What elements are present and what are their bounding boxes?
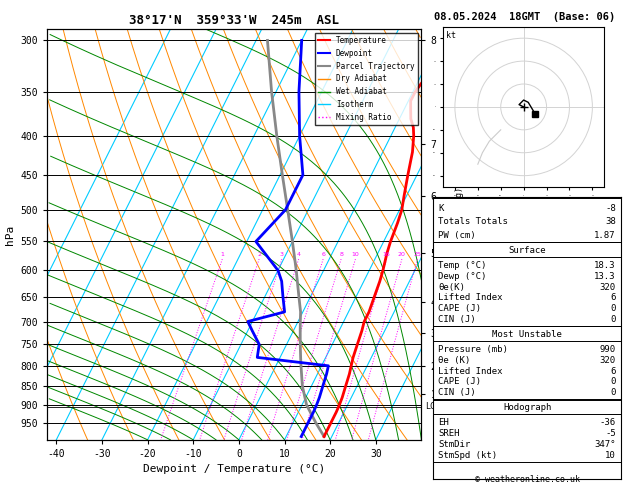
Text: Hodograph: Hodograph (503, 403, 551, 412)
Text: CAPE (J): CAPE (J) (438, 304, 481, 313)
Text: 6: 6 (610, 293, 616, 302)
Text: -5: -5 (605, 429, 616, 438)
Text: LCL: LCL (425, 402, 440, 411)
Text: 10: 10 (605, 451, 616, 460)
Text: 08.05.2024  18GMT  (Base: 06): 08.05.2024 18GMT (Base: 06) (434, 12, 615, 22)
Text: CAPE (J): CAPE (J) (438, 377, 481, 386)
Text: Most Unstable: Most Unstable (492, 330, 562, 339)
X-axis label: Dewpoint / Temperature (°C): Dewpoint / Temperature (°C) (143, 465, 325, 474)
Text: 990: 990 (599, 345, 616, 354)
Text: θe(K): θe(K) (438, 282, 465, 292)
Text: -8: -8 (605, 204, 616, 212)
Text: Temp (°C): Temp (°C) (438, 261, 487, 270)
Text: 10: 10 (352, 252, 359, 257)
Text: EH: EH (438, 418, 449, 427)
Text: Surface: Surface (508, 246, 546, 256)
Text: StmSpd (kt): StmSpd (kt) (438, 451, 498, 460)
Y-axis label: km
ASL: km ASL (439, 226, 460, 243)
Text: Lifted Index: Lifted Index (438, 366, 503, 376)
Text: 6: 6 (321, 252, 325, 257)
Text: 0: 0 (610, 304, 616, 313)
Text: StmDir: StmDir (438, 440, 470, 449)
Text: Dewp (°C): Dewp (°C) (438, 272, 487, 281)
Text: PW (cm): PW (cm) (438, 231, 476, 240)
Text: 1: 1 (220, 252, 224, 257)
Text: K: K (438, 204, 444, 212)
Text: 347°: 347° (594, 440, 616, 449)
Text: 2: 2 (257, 252, 261, 257)
Text: © weatheronline.co.uk: © weatheronline.co.uk (475, 474, 579, 484)
Text: 25: 25 (413, 252, 421, 257)
Text: 8: 8 (339, 252, 343, 257)
Text: -36: -36 (599, 418, 616, 427)
Text: 1.87: 1.87 (594, 231, 616, 240)
Text: 16: 16 (382, 252, 391, 257)
Legend: Temperature, Dewpoint, Parcel Trajectory, Dry Adiabat, Wet Adiabat, Isotherm, Mi: Temperature, Dewpoint, Parcel Trajectory… (315, 33, 418, 125)
Text: kt: kt (446, 31, 456, 40)
Text: 13.3: 13.3 (594, 272, 616, 281)
Text: 0: 0 (610, 314, 616, 324)
Y-axis label: hPa: hPa (5, 225, 15, 244)
Text: SREH: SREH (438, 429, 460, 438)
Text: CIN (J): CIN (J) (438, 314, 476, 324)
Text: 20: 20 (398, 252, 406, 257)
Text: 320: 320 (599, 356, 616, 365)
Text: 3: 3 (280, 252, 284, 257)
Text: 320: 320 (599, 282, 616, 292)
Text: Mixing Ratio (g/kg): Mixing Ratio (g/kg) (455, 187, 464, 282)
Text: 38: 38 (605, 217, 616, 226)
Text: 0: 0 (610, 388, 616, 397)
Text: 6: 6 (610, 366, 616, 376)
Text: Totals Totals: Totals Totals (438, 217, 508, 226)
Text: Pressure (mb): Pressure (mb) (438, 345, 508, 354)
Text: θe (K): θe (K) (438, 356, 470, 365)
Title: 38°17'N  359°33'W  245m  ASL: 38°17'N 359°33'W 245m ASL (130, 14, 339, 27)
Text: 0: 0 (610, 377, 616, 386)
Text: CIN (J): CIN (J) (438, 388, 476, 397)
Text: 18.3: 18.3 (594, 261, 616, 270)
Text: Lifted Index: Lifted Index (438, 293, 503, 302)
Text: 4: 4 (297, 252, 301, 257)
